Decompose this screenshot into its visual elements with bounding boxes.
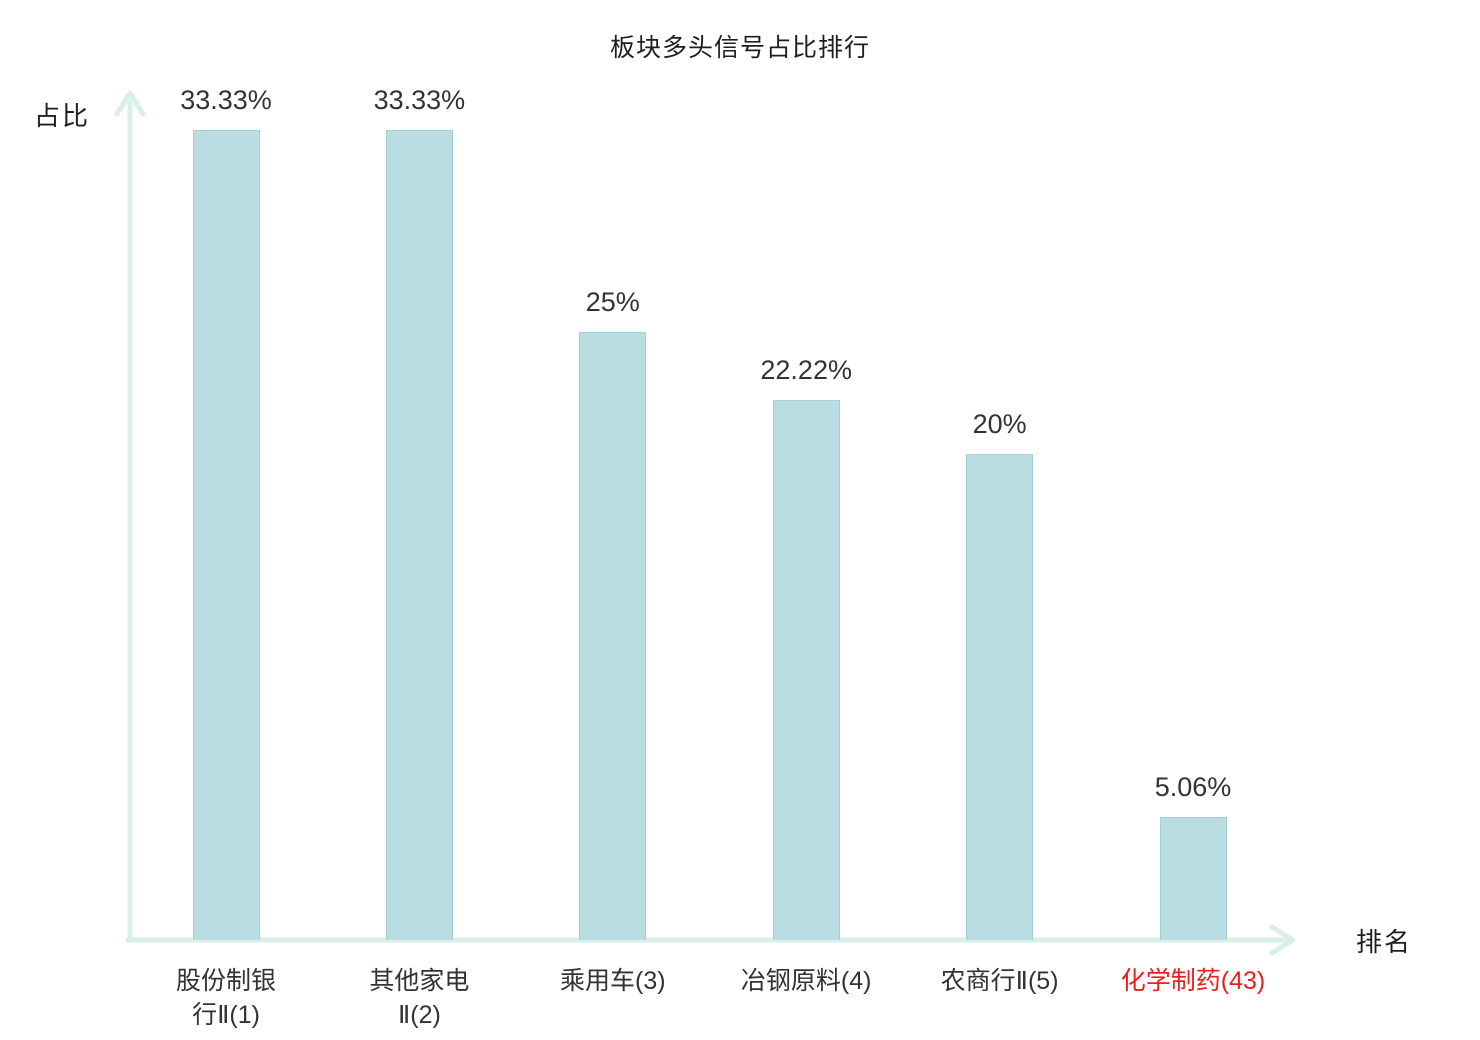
bar-value-label: 22.22% — [760, 355, 852, 385]
x-tick-label: 化学制药(43) — [1120, 967, 1266, 995]
x-axis-arrow-icon — [1269, 924, 1296, 956]
x-tick-label: 乘用车(3) — [560, 967, 666, 995]
bar — [966, 453, 1034, 940]
y-axis-arrow-icon — [114, 90, 146, 117]
bar-value-label: 5.06% — [1154, 772, 1232, 803]
bar-value-label: 33.33% — [373, 85, 466, 115]
chart-title: 板块多头信号占比排行 — [609, 34, 870, 62]
bar-value-label: 25% — [585, 287, 640, 318]
bar — [772, 400, 840, 940]
x-tick-label: 农商行Ⅱ(5) — [940, 967, 1059, 995]
x-axis-label: 排名 — [1356, 927, 1413, 957]
bar — [579, 332, 647, 940]
x-tick-label: 冶钢原料(4) — [740, 967, 872, 995]
x-tick-label: 其他家电 Ⅱ(2) — [369, 967, 470, 1029]
bar — [1159, 817, 1227, 940]
bar — [385, 130, 453, 940]
y-axis-label: 占比 — [34, 101, 91, 131]
bar-value-label: 20% — [972, 408, 1027, 439]
bar — [192, 130, 260, 940]
bar-value-label: 33.33% — [180, 85, 272, 115]
x-tick-label: 股份制银 行Ⅱ(1) — [175, 967, 276, 1029]
